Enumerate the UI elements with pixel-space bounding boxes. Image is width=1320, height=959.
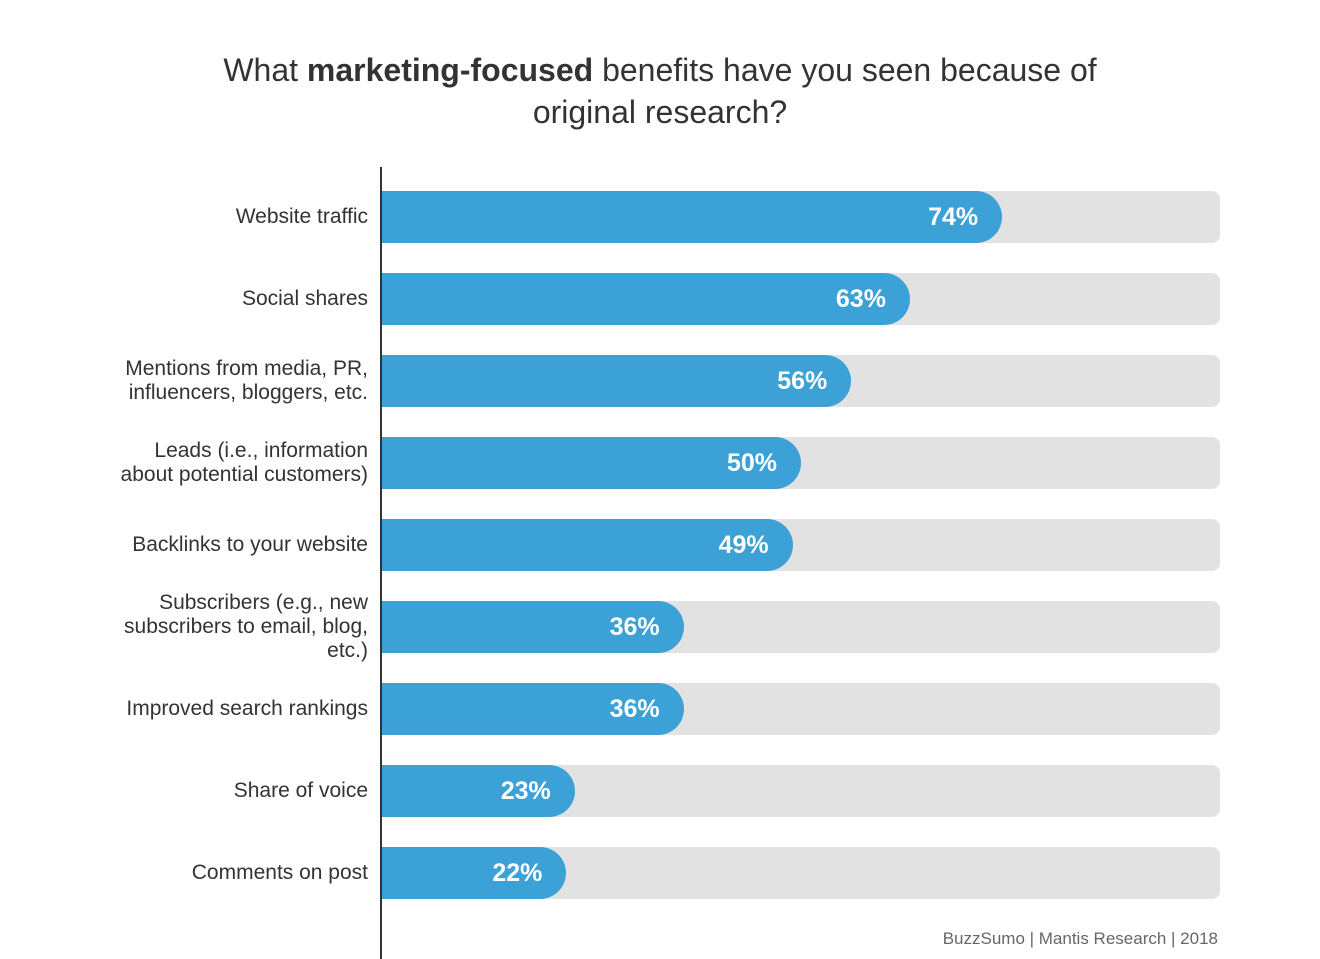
- bar-value: 22%: [492, 859, 542, 888]
- bar-value: 36%: [610, 695, 660, 724]
- bar-fill: 36%: [382, 601, 684, 653]
- bar-row: Subscribers (e.g., new subscribers to em…: [382, 601, 1220, 653]
- bar-fill: 36%: [382, 683, 684, 735]
- bar-track: 36%: [382, 601, 1220, 653]
- bar-track: 50%: [382, 437, 1220, 489]
- category-label: Backlinks to your website: [98, 533, 368, 557]
- bar-value: 63%: [836, 285, 886, 314]
- category-label: Share of voice: [98, 779, 368, 803]
- chart-container: What marketing-focused benefits have you…: [100, 50, 1220, 959]
- bar-row: Social shares 63%: [382, 273, 1220, 325]
- category-label: Website traffic: [98, 205, 368, 229]
- bar-fill: 56%: [382, 355, 851, 407]
- title-prefix: What: [223, 52, 307, 88]
- bar-row: Mentions from media, PR, influencers, bl…: [382, 355, 1220, 407]
- chart-title: What marketing-focused benefits have you…: [223, 52, 1096, 130]
- bar-fill: 23%: [382, 765, 575, 817]
- bar-value: 36%: [610, 613, 660, 642]
- bar-value: 50%: [727, 449, 777, 478]
- bar-fill: 22%: [382, 847, 566, 899]
- chart-attribution: BuzzSumo | Mantis Research | 2018: [382, 929, 1220, 949]
- bar-value: 56%: [777, 367, 827, 396]
- bar-value: 49%: [719, 531, 769, 560]
- bar-track: 23%: [382, 765, 1220, 817]
- category-label: Subscribers (e.g., new subscribers to em…: [98, 591, 368, 663]
- category-label: Comments on post: [98, 861, 368, 885]
- bar-fill: 74%: [382, 191, 1002, 243]
- bar-track: 49%: [382, 519, 1220, 571]
- bar-fill: 50%: [382, 437, 801, 489]
- chart-title-wrap: What marketing-focused benefits have you…: [100, 50, 1220, 167]
- chart-rows: Website traffic 74% Social shares 63% Me…: [380, 167, 1220, 959]
- bar-track: 22%: [382, 847, 1220, 899]
- bar-track: 74%: [382, 191, 1220, 243]
- bar-row: Backlinks to your website 49%: [382, 519, 1220, 571]
- category-label: Mentions from media, PR, influencers, bl…: [98, 357, 368, 405]
- bar-track: 56%: [382, 355, 1220, 407]
- bar-row: Improved search rankings 36%: [382, 683, 1220, 735]
- bar-track: 63%: [382, 273, 1220, 325]
- bar-value: 23%: [501, 777, 551, 806]
- title-bold: marketing-focused: [307, 52, 593, 88]
- bar-value: 74%: [928, 203, 978, 232]
- bar-row: Comments on post 22%: [382, 847, 1220, 899]
- category-label: Improved search rankings: [98, 697, 368, 721]
- bar-row: Leads (i.e., information about potential…: [382, 437, 1220, 489]
- bar-track: 36%: [382, 683, 1220, 735]
- category-label: Social shares: [98, 287, 368, 311]
- bar-fill: 49%: [382, 519, 793, 571]
- bar-row: Website traffic 74%: [382, 191, 1220, 243]
- bar-fill: 63%: [382, 273, 910, 325]
- title-suffix: benefits have you seen because of origin…: [533, 52, 1097, 130]
- bar-row: Share of voice 23%: [382, 765, 1220, 817]
- category-label: Leads (i.e., information about potential…: [98, 439, 368, 487]
